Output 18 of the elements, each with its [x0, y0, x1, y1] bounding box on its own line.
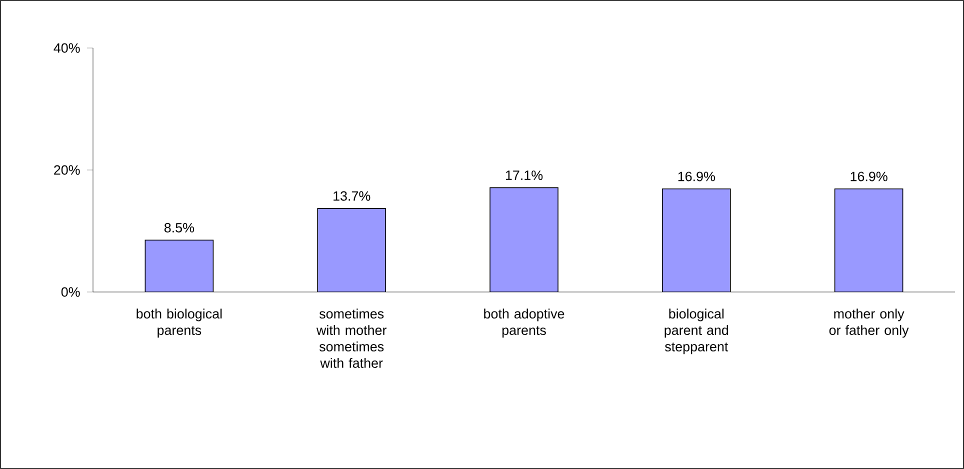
data-label: 17.1%: [506, 170, 543, 180]
x-tick-label: mother only or father only: [829, 308, 909, 338]
x-tick-label: sometimes with mother sometimes with father: [316, 308, 386, 368]
bar: [834, 188, 904, 292]
data-label: 16.9%: [678, 172, 715, 182]
y-tick-label: 0%: [61, 287, 80, 297]
x-tick-label: biological parent and stepparent: [664, 308, 728, 354]
data-label: 8.5%: [164, 222, 194, 232]
bar: [490, 187, 558, 292]
bar: [144, 240, 214, 292]
bar: [662, 188, 731, 292]
y-tick-label: 40%: [54, 43, 80, 53]
bar: [317, 208, 386, 292]
x-tick-label: both biological parents: [136, 308, 222, 338]
x-tick-label: both adoptive parents: [484, 308, 564, 338]
data-label: 13.7%: [334, 191, 370, 201]
data-label: 16.9%: [850, 172, 888, 182]
y-tick-label: 20%: [54, 165, 80, 175]
